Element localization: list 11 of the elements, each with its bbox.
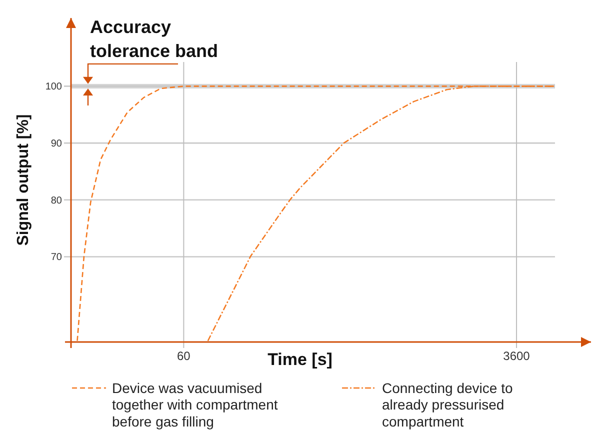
y-tick-label: 90 xyxy=(50,138,62,150)
y-axis-title: Signal output [%] xyxy=(15,114,32,246)
x-axis-title: Time [s] xyxy=(268,350,332,369)
x-tick-label: 3600 xyxy=(503,349,530,363)
legend-label: Device was vacuumised together with compartment before gas filling xyxy=(112,380,278,430)
legend-label: Connecting device to already pressurised compartment xyxy=(382,380,513,430)
y-tick-label: 80 xyxy=(50,195,62,206)
x-tick-label: 60 xyxy=(177,349,191,363)
band-label: Accuracy tolerance band xyxy=(90,17,218,61)
y-tick-label: 100 xyxy=(45,82,62,93)
y-tick-label: 70 xyxy=(50,252,62,264)
